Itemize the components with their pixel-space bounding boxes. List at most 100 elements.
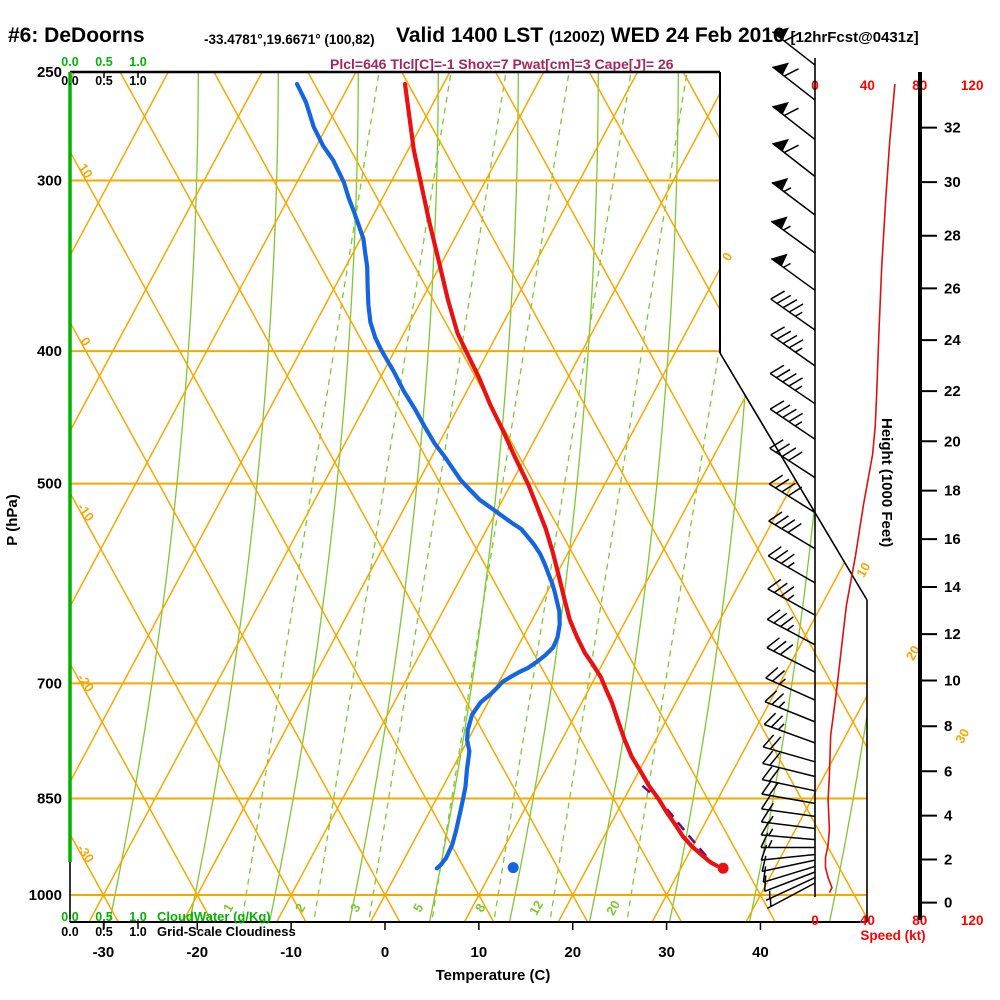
wind-barb-full xyxy=(788,377,803,387)
wind-barb-full xyxy=(781,447,797,458)
wind-barb-stem xyxy=(767,588,816,616)
wind-barb-pennant xyxy=(771,253,788,267)
surface-temperature-dot xyxy=(717,862,729,874)
wind-barb-full xyxy=(788,339,804,349)
wind-barb-full xyxy=(780,586,795,597)
wind-barb xyxy=(760,832,815,849)
wind-barb-half xyxy=(778,701,786,708)
isotherm-label: 10 xyxy=(853,560,873,580)
wind-barb xyxy=(760,820,816,841)
height-tick-label: 10 xyxy=(944,672,961,689)
plot-boundary xyxy=(68,70,868,929)
wind-barb-full xyxy=(787,522,802,534)
wind-barb xyxy=(763,871,816,893)
wind-barb xyxy=(768,511,816,550)
wind-barb xyxy=(770,216,816,254)
cloudwater-scale-bottom: 1.0 xyxy=(129,910,146,924)
dry-adiabat-label: -30 xyxy=(74,841,97,865)
wind-barb xyxy=(763,712,816,744)
wind-barb-full xyxy=(760,832,769,848)
mixing-ratio-label: 12 xyxy=(526,898,546,918)
wind-barb-stem xyxy=(770,220,816,254)
pressure-tick-label: 700 xyxy=(37,675,62,692)
valid-time-row: Valid 1400 LST (1200Z) WED 24 Feb 2016 [… xyxy=(396,24,919,48)
wind-barb-full xyxy=(767,578,782,590)
cloudwater-scale-top: 0.5 xyxy=(95,55,112,69)
cloudwater-scale-bottom: 0.5 xyxy=(95,910,112,924)
height-axis-title: Height (1000 Feet) xyxy=(878,418,895,547)
wind-barb-full xyxy=(780,616,794,628)
temperature-tick-label: -10 xyxy=(280,944,302,961)
isotherm-label: 30 xyxy=(952,726,972,746)
pressure-tick-label: 250 xyxy=(37,64,62,81)
wind-barb-full xyxy=(781,482,796,493)
wind-barb-half xyxy=(783,187,792,193)
pressure-tick-label: 400 xyxy=(37,343,62,360)
wind-speed-curve xyxy=(824,83,896,893)
wind-barb xyxy=(767,546,816,584)
wind-barb-stem xyxy=(769,447,816,479)
height-tick-label: 6 xyxy=(944,763,952,780)
mixing-ratio-label: 3 xyxy=(347,901,364,915)
wind-barb xyxy=(761,780,816,805)
wind-barb-full xyxy=(788,303,804,313)
height-tick-label: 14 xyxy=(944,579,961,596)
mixing-ratio-label: 20 xyxy=(603,898,623,918)
wind-barb-full xyxy=(760,820,770,836)
wind-barb-full xyxy=(773,612,788,624)
speed-tick-label-bottom: 0 xyxy=(811,913,819,928)
dry-adiabat-label: -10 xyxy=(74,500,97,524)
isotherm-label: 0 xyxy=(719,250,736,264)
temperature-tick-label: -30 xyxy=(93,944,115,961)
speed-tick-label-bottom: 120 xyxy=(961,913,984,928)
wind-barb-pennant xyxy=(771,216,788,229)
wind-barb-full xyxy=(760,844,768,861)
wind-barb-full xyxy=(763,712,777,726)
wind-barb xyxy=(768,474,816,514)
wind-barb xyxy=(761,855,816,873)
moist-adiabat-line xyxy=(507,72,599,922)
wind-barb-full xyxy=(761,766,773,781)
height-tick-label: 26 xyxy=(944,280,961,297)
wind-barb xyxy=(770,253,816,291)
stability-indices: Plcl=646 Tlcl[C]=-1 Shox=7 Pwat[cm]=3 Ca… xyxy=(330,56,674,72)
wind-barb-half xyxy=(777,723,785,731)
isotherm-line xyxy=(70,72,357,922)
wind-barb-full xyxy=(773,640,787,652)
wind-barb-stem xyxy=(766,647,816,673)
temperature-tick-label: 20 xyxy=(564,944,581,961)
mixing-ratio-label: 8 xyxy=(472,901,489,915)
wind-barb xyxy=(760,844,816,861)
wind-barb-half xyxy=(783,225,791,231)
height-tick-label: 20 xyxy=(944,433,961,450)
wind-barb xyxy=(769,364,816,405)
wind-barb-full xyxy=(780,553,795,564)
wind-barb-full xyxy=(766,609,781,621)
temperature-curve xyxy=(402,81,719,868)
wind-barb-full xyxy=(764,690,778,703)
wind-barb-stem xyxy=(765,876,816,902)
wind-barb xyxy=(770,290,816,331)
mixing-ratio-line xyxy=(367,72,507,922)
wind-barb-stem xyxy=(766,618,816,646)
wind-barb xyxy=(765,876,816,902)
pressure-tick-label: 850 xyxy=(37,791,62,808)
wind-barb-stem xyxy=(769,408,816,440)
wind-barb-full xyxy=(775,478,790,489)
pressure-axis-title: P (hPa) xyxy=(4,494,21,545)
moist-adiabat-line xyxy=(587,72,679,922)
cloudwater-scale-top: 1.0 xyxy=(129,55,146,69)
wind-barb-stem xyxy=(771,181,816,216)
wind-barb-full xyxy=(783,144,799,154)
wind-barb-full xyxy=(766,637,780,649)
dry-adiabat-line xyxy=(494,72,867,922)
wind-barb-full xyxy=(769,400,785,410)
wind-barb-stem xyxy=(765,677,816,701)
wind-barb-full xyxy=(769,364,785,375)
temperature-tick-label: 30 xyxy=(658,944,675,961)
wind-barb-full xyxy=(761,855,767,872)
moist-adiabat-line xyxy=(107,72,199,922)
wind-barb-stem xyxy=(761,853,816,861)
wind-barb xyxy=(766,882,816,910)
